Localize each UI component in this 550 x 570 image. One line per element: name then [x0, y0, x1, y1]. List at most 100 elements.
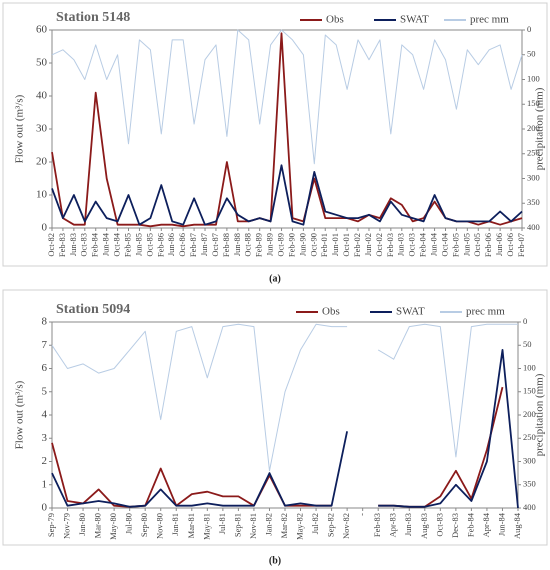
x-tick-label: Jun-84: [101, 232, 111, 256]
y2-tick-label: 300: [527, 172, 540, 182]
y-tick-label: 7: [42, 339, 48, 351]
x-tick-label: Feb-83: [57, 233, 67, 257]
x-tick-label: Feb-04: [418, 232, 428, 257]
y2-tick-label: 0: [523, 316, 527, 326]
y2-tick-label: 250: [523, 432, 536, 442]
x-tick-label: Jun-05: [461, 233, 471, 256]
y-tick-label: 2: [42, 455, 48, 467]
y-tick-label: 0: [42, 502, 48, 514]
y-axis-label: Flow out (m³/s): [14, 380, 26, 449]
x-tick-label: Mar-80: [93, 513, 103, 538]
x-tick-label: May-81: [201, 513, 211, 540]
x-tick-label: Jan-81: [170, 513, 180, 536]
y-tick-label: 30: [36, 123, 48, 135]
x-tick-label: Feb-90: [286, 233, 296, 257]
x-tick-label: Apr-83: [388, 513, 398, 537]
x-tick-label: Jan-80: [77, 513, 87, 536]
x-tick-label: Apr-84: [481, 512, 491, 537]
series-line: [51, 349, 519, 509]
x-tick-label: Jun-86: [166, 233, 176, 256]
y2-tick-label: 400: [523, 502, 536, 512]
chart-title: Station 5094: [56, 302, 130, 317]
x-tick-label: Jun-90: [297, 233, 307, 256]
caption: (b): [269, 555, 281, 566]
series-line: [51, 323, 518, 472]
x-tick-label: Feb-07: [516, 233, 526, 257]
x-tick-label: Jun-87: [199, 233, 209, 256]
y2-tick-label: 150: [523, 386, 536, 396]
y-tick-label: 60: [36, 24, 48, 36]
x-tick-label: Feb-06: [483, 233, 493, 257]
x-tick-label: Jun-83: [68, 233, 78, 256]
chart-title: Station 5148: [56, 10, 130, 25]
y-tick-label: 1: [42, 478, 48, 490]
x-tick-label: Feb-83: [372, 513, 382, 537]
y-tick-label: 4: [42, 409, 48, 421]
y2-tick-label: 0: [527, 24, 531, 34]
y2-tick-label: 400: [527, 222, 540, 232]
x-tick-label: Oct-83: [79, 233, 89, 257]
y-tick-label: 50: [36, 57, 48, 69]
x-tick-label: Feb-05: [450, 233, 460, 257]
x-tick-label: Feb-01: [319, 233, 329, 257]
x-tick-label: Oct-03: [407, 233, 417, 257]
x-tick-label: Jun-89: [265, 233, 275, 256]
x-tick-label: Nov-80: [155, 513, 165, 539]
y2-tick-label: 150: [527, 98, 540, 108]
x-tick-label: Jul-82: [310, 513, 320, 534]
x-tick-label: Oct-05: [472, 233, 482, 257]
x-tick-label: May-80: [108, 513, 118, 540]
y-tick-label: 8: [42, 316, 48, 328]
x-tick-label: Nov-82: [341, 513, 351, 539]
x-tick-label: Dec-83: [450, 513, 460, 538]
x-tick-label: Aug-84: [512, 512, 522, 539]
series-line: [51, 29, 523, 165]
x-tick-label: Oct-02: [374, 233, 384, 257]
y2-axis-label: precipitation (mm): [534, 373, 546, 456]
x-tick-label: Sep-79: [46, 513, 56, 537]
x-tick-label: Jun-02: [363, 233, 373, 256]
x-tick-label: Oct-06: [505, 233, 515, 257]
x-tick-label: Sep-82: [326, 513, 336, 537]
x-tick-label: Jun-84: [496, 512, 506, 536]
x-tick-label: Oct-85: [144, 233, 154, 257]
y2-tick-label: 350: [527, 197, 540, 207]
x-tick-label: Jun-04: [429, 232, 439, 256]
y-tick-label: 3: [42, 432, 48, 444]
plot-border: [51, 321, 519, 509]
legend-label: Obs: [322, 306, 340, 318]
x-tick-label: Jun-03: [396, 233, 406, 256]
panel-frame: [2, 289, 548, 546]
y2-tick-label: 50: [523, 339, 532, 349]
x-tick-label: Jul-80: [124, 513, 134, 534]
x-tick-label: Feb-03: [385, 233, 395, 257]
y2-tick-label: 350: [523, 479, 536, 489]
x-tick-label: Feb-85: [122, 233, 132, 257]
y-tick-label: 0: [42, 222, 48, 234]
x-tick-label: -: [357, 513, 367, 516]
y2-tick-label: 100: [527, 73, 540, 83]
y2-tick-label: 200: [523, 409, 536, 419]
x-tick-label: Oct-90: [308, 233, 318, 257]
x-tick-label: Feb-02: [352, 233, 362, 257]
x-tick-label: Mar-82: [279, 513, 289, 538]
x-tick-label: Jul-81: [217, 513, 227, 534]
y-tick-label: 6: [42, 362, 48, 374]
x-tick-label: Oct-87: [210, 233, 220, 257]
panel-frame: [2, 2, 548, 267]
x-tick-label: Sep-81: [232, 513, 242, 537]
y2-tick-label: 200: [527, 123, 540, 133]
x-tick-label: Aug-83: [419, 513, 429, 539]
legend-label: prec mm: [470, 14, 509, 26]
x-tick-label: Oct-89: [275, 233, 285, 257]
x-tick-label: May-82: [294, 513, 304, 540]
x-tick-label: Jun-01: [330, 233, 340, 256]
x-tick-label: Jun-85: [133, 233, 143, 256]
x-tick-label: Jun-06: [494, 233, 504, 256]
x-tick-label: Oct-82: [46, 233, 56, 257]
x-tick-label: Nov-81: [248, 513, 258, 539]
y-axis-label: Flow out (m³/s): [14, 94, 26, 163]
legend-label: prec mm: [466, 306, 505, 318]
y-tick-label: 10: [36, 189, 48, 201]
